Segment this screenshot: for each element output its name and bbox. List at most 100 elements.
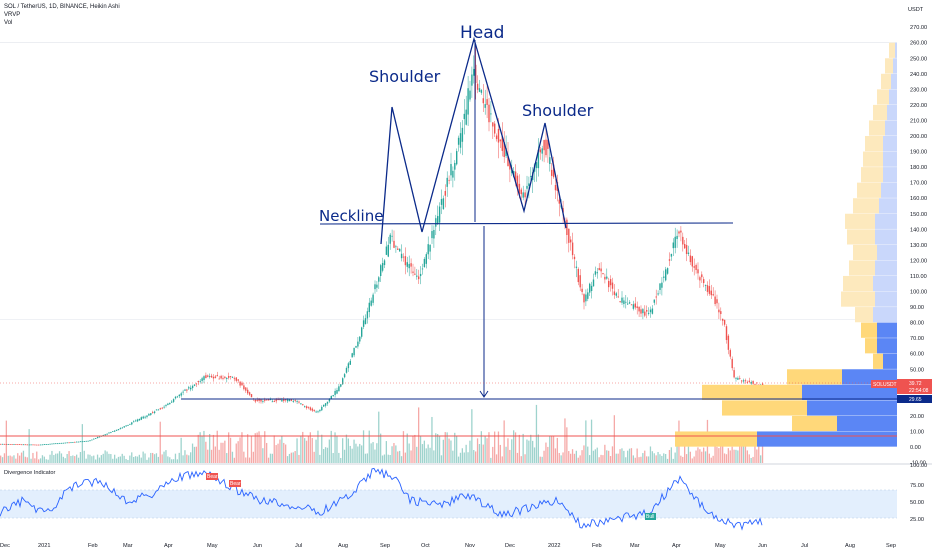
candle-body [53,443,55,445]
volume-bar [761,445,764,463]
volume-bar [526,439,528,463]
volume-bar [659,454,661,463]
candle-body [596,272,598,274]
candle-body [488,104,490,123]
y-tick-label: 130.00 [910,243,927,249]
candle-body [300,403,302,405]
candle-body [744,380,747,382]
y-tick-label: 200.00 [910,134,927,140]
candle-body [659,283,661,290]
volume-bar [267,457,270,463]
candle-body [108,432,110,434]
volume-bar [328,439,330,463]
y-tick-label: 80.00 [910,321,924,327]
volume-bar [501,456,503,463]
candle-body [305,406,308,409]
volume-bar [442,439,444,463]
candles[interactable] [0,46,764,446]
candle-body [608,281,610,288]
candle-body [125,425,127,427]
volume-bar [628,448,631,463]
candle-body [148,413,150,416]
y-tick-label: 240.00 [910,72,927,78]
candle-body [250,394,253,398]
candle-body [723,319,726,325]
volume-bar [159,421,161,463]
candle-body [438,206,441,223]
symbol-tag-text: SOLUSDT [873,382,897,388]
volume-bar [490,457,492,463]
volume-bar [252,451,254,463]
volume-bar [347,438,349,463]
volume-bar [142,451,144,463]
candle-body [456,151,458,165]
candle-body [155,409,158,411]
candle-body [433,229,435,239]
y-tick-label: 150.00 [910,212,927,218]
candle-body [566,219,568,236]
volume-bar [391,446,393,463]
volume-bar [457,456,460,463]
vp-up-bar [873,104,887,121]
candle-body [383,260,386,266]
head-shoulders-pattern[interactable]: Head Shoulder Shoulder Neckline [181,23,897,400]
candle-body [212,376,215,379]
candle-body [378,277,380,282]
volume-bar [737,450,739,463]
volume-bar [397,451,399,463]
candle-body [516,175,519,188]
volume-bar [345,434,348,463]
volume-bar [492,446,494,463]
vp-down-bar [837,415,897,432]
candle-body [24,444,27,446]
candle-body [210,375,213,378]
candle-body [505,148,507,157]
divergence-indicator-pane[interactable]: Divergence Indicator 100.00 75.00 50.00 25.… [0,463,927,531]
volume-bar [123,455,125,463]
candle-body [193,384,196,386]
volume-bar [191,443,194,463]
candle-body [651,308,654,314]
volume-bar [634,457,636,463]
volume-bar [421,444,424,463]
candle-body [391,235,393,237]
volume-bar [83,450,85,463]
candle-body [397,248,399,250]
candle-body [522,192,524,198]
candle-body [334,390,336,395]
candle-body [247,389,249,394]
symbol-title[interactable]: SOL / TetherUS, 1D, BINANCE, Heikin Ashi [4,4,120,10]
candle-body [127,425,129,426]
candle-body [552,164,555,178]
volume-bar [319,454,321,463]
candle-body [497,129,500,143]
volume-bar [178,452,180,463]
volume-bar [581,450,583,463]
volume-bar [613,415,615,463]
volume-bar [245,457,247,463]
bull-label: Bull [646,514,654,520]
candle-body [157,409,160,411]
bear-tag-1 [206,473,218,480]
vp-down-bar [875,260,897,276]
vp-up-bar [885,58,893,74]
time-axis[interactable]: Dec 2021 Feb Mar Apr May Jun Jul Aug Sep Oct Nov Dec… [0,543,896,549]
vp-up-bar [865,338,877,354]
x-tick-label: May [207,543,218,549]
volume-bar [55,453,57,463]
candle-body [330,395,332,399]
candle-body [201,378,203,381]
volume-bar [19,455,21,463]
volume-bar [353,439,355,463]
volume-bar [195,446,197,463]
candle-body [419,273,422,277]
candle-body [68,442,70,444]
volume-bar [448,438,450,463]
study-vrvp[interactable]: VRVP [4,12,21,18]
candle-body [423,258,426,268]
candle-body [752,381,754,384]
study-vol[interactable]: Vol [4,20,13,26]
volume-bar [514,432,517,463]
volume-bar [708,453,710,463]
